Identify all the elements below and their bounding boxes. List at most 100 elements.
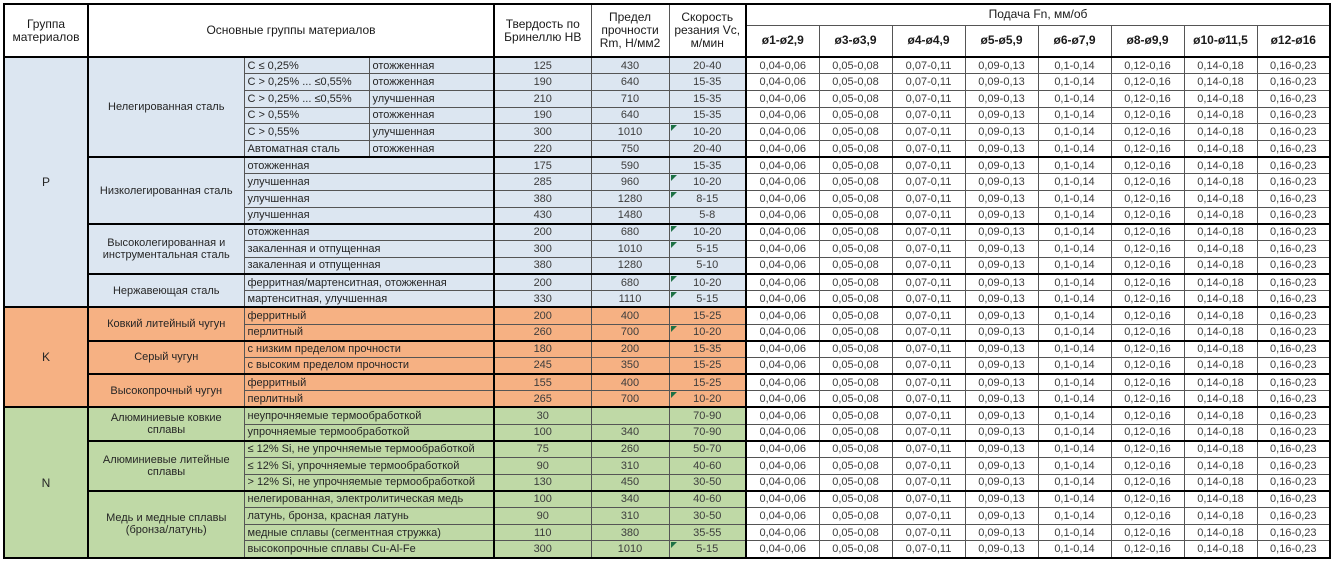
feed-value-cell: 0,04-0,06 [745,256,820,275]
feed-value-cell: 0,14-0,18 [1183,139,1258,158]
material-desc-cell: отожженная [243,156,495,175]
cell-flag-triangle-icon [670,242,677,249]
feed-value-cell: 0,1-0,14 [1037,139,1112,158]
feed-value-cell: 0,1-0,14 [1037,373,1112,392]
cutting-speed-vc-cell: 8-15 [668,190,747,208]
feed-value-cell: 0,14-0,18 [1183,89,1258,108]
hardness-hb-cell: 260 [493,323,592,342]
feed-value-cell: 0,1-0,14 [1037,523,1112,542]
cutting-speed-vc-cell: 5-15 [668,290,747,308]
feed-value-cell: 0,12-0,16 [1110,256,1185,275]
hardness-hb-cell: 330 [493,290,592,308]
material-desc-cell: высокопрочные сплавы Cu-Al-Fe [243,540,495,559]
feed-value-cell: 0,07-0,11 [891,489,966,509]
hardness-hb-cell: 245 [493,356,592,375]
hardness-hb-cell: 90 [493,507,592,525]
table-row: Высокопрочный чугун ферритный 155 400 15-25 0… [4,373,1331,408]
feed-value-cell: 0,16-0,23 [1256,123,1331,141]
hardness-hb-cell: 110 [493,523,592,542]
hardness-hb-cell: 210 [493,89,592,108]
feed-value-cell: 0,1-0,14 [1037,256,1112,275]
feed-value-cell: 0,07-0,11 [891,206,966,225]
header-diameter-3: ø4-ø4,9 [891,24,966,58]
cutting-speed-vc-cell: 35-55 [668,523,747,542]
cutting-speed-vc-cell: 30-50 [668,473,747,492]
feed-value-cell: 0,14-0,18 [1183,206,1258,225]
feed-value-cell: 0,05-0,08 [818,89,893,108]
subgroup-name-cell: Алюминиевые литейные сплавы [87,439,245,492]
feed-value-cell: 0,09-0,13 [964,457,1039,475]
feed-value-cell: 0,07-0,11 [891,306,966,325]
subgroup-name-cell: Высокопрочный чугун [87,373,245,408]
feed-value-cell: 0,05-0,08 [818,290,893,308]
feed-value-cell: 0,04-0,06 [745,356,820,375]
material-desc-cell: неупрочняемые термообработкой [243,406,495,425]
feed-value-cell: 0,12-0,16 [1110,123,1185,141]
strength-rm-cell: 310 [590,457,670,475]
feed-value-cell: 0,05-0,08 [818,339,893,358]
feed-value-cell: 0,1-0,14 [1037,106,1112,125]
feed-value-cell: 0,04-0,06 [745,339,820,358]
feed-value-cell: 0,16-0,23 [1256,106,1331,125]
subgroup-name-cell: Алюминиевые ковкие сплавы [87,406,245,442]
material-desc-cell: закаленная и отпущенная [243,256,495,275]
cutting-speed-vc-cell: 40-60 [668,489,747,509]
table-row: улучшенная 380 1280 8-15 0,04-0,06 0,05-0,08 0… [4,190,1331,208]
hardness-hb-cell: 175 [493,156,592,175]
cell-flag-triangle-icon [670,392,677,399]
feed-value-cell: 0,05-0,08 [818,390,893,408]
feed-value-cell: 0,04-0,06 [745,457,820,475]
feed-value-cell: 0,14-0,18 [1183,373,1258,392]
feed-value-cell: 0,05-0,08 [818,256,893,275]
feed-value-cell: 0,12-0,16 [1110,507,1185,525]
strength-rm-cell: 400 [590,373,670,392]
feed-value-cell: 0,05-0,08 [818,473,893,492]
feed-value-cell: 0,1-0,14 [1037,406,1112,425]
strength-rm-cell: 640 [590,73,670,91]
material-desc-cell: с высоким пределом прочности [243,356,495,375]
subgroup-name-cell: Нержавеющая сталь [87,272,245,308]
feed-value-cell: 0,09-0,13 [964,272,1039,292]
feed-value-cell: 0,07-0,11 [891,222,966,242]
feed-value-cell: 0,14-0,18 [1183,523,1258,542]
subgroup-name-cell: Медь и медные сплавы (бронза/латунь) [87,489,245,559]
strength-rm-cell: 1280 [590,256,670,275]
header-tensile-strength-col: Предел прочности Rm, Н/мм2 [590,3,670,58]
feed-value-cell: 0,04-0,06 [745,56,820,75]
feed-value-cell: 0,12-0,16 [1110,222,1185,242]
feed-value-cell: 0,04-0,06 [745,89,820,108]
strength-rm-cell: 750 [590,139,670,158]
feed-value-cell: 0,16-0,23 [1256,139,1331,158]
cell-flag-triangle-icon [670,325,677,332]
feed-value-cell: 0,14-0,18 [1183,106,1258,125]
feed-value-cell: 0,12-0,16 [1110,190,1185,208]
feed-value-cell: 0,09-0,13 [964,206,1039,225]
feed-value-cell: 0,05-0,08 [818,540,893,559]
hardness-hb-cell: 430 [493,206,592,225]
table-row: P Нелегированная сталь C ≤ 0,25% отожженная… [3,55,1331,308]
feed-value-cell: 0,1-0,14 [1037,272,1112,292]
material-desc-cell: закаленная и отпущенная [243,240,495,258]
feed-value-cell: 0,1-0,14 [1037,339,1112,358]
feed-value-cell: 0,04-0,06 [745,423,820,442]
feed-value-cell: 0,07-0,11 [891,73,966,91]
cutting-speed-vc-cell: 5-15 [668,540,747,559]
feed-value-cell: 0,12-0,16 [1110,156,1185,175]
table-row: K Ковкий литейный чугун ферритный 200 400 15-… [3,306,1331,408]
feed-value-cell: 0,14-0,18 [1183,457,1258,475]
feed-value-cell: 0,16-0,23 [1256,240,1331,258]
feed-value-cell: 0,16-0,23 [1256,339,1331,358]
feed-value-cell: 0,16-0,23 [1256,507,1331,525]
table-row: улучшенная 430 1480 5-8 0,04-0,06 0,05-0,08 0,… [4,206,1331,225]
hardness-hb-cell: 100 [493,489,592,509]
strength-rm-cell: 380 [590,523,670,542]
feed-value-cell: 0,09-0,13 [964,139,1039,158]
material-desc-cell: C > 0,55% [243,123,370,141]
feed-value-cell: 0,04-0,06 [745,206,820,225]
feed-value-cell: 0,12-0,16 [1110,406,1185,425]
feed-value-cell: 0,04-0,06 [745,390,820,408]
group-letter-cell: P [3,55,89,308]
feed-value-cell: 0,16-0,23 [1256,89,1331,108]
feed-value-cell: 0,05-0,08 [818,272,893,292]
hardness-hb-cell: 200 [493,306,592,325]
